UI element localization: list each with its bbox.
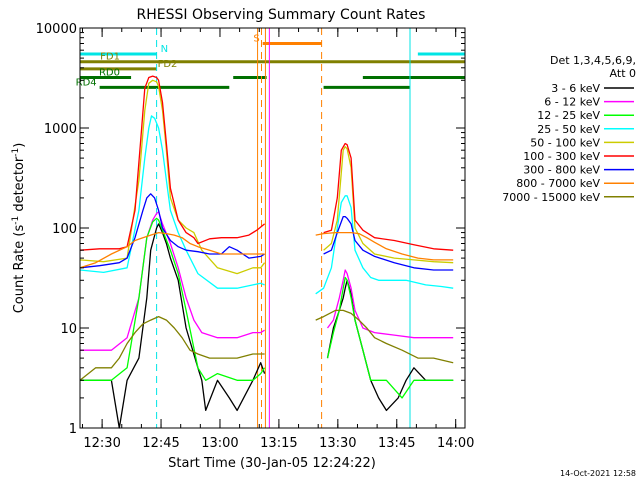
x-tick-label: 13:00 bbox=[201, 436, 238, 451]
legend-label: 7000 - 15000 keV bbox=[502, 191, 600, 204]
series-layer bbox=[80, 76, 453, 428]
x-tick-label: 13:15 bbox=[260, 436, 297, 451]
x-tick-label: 14:00 bbox=[437, 436, 474, 451]
x-axis-label: Start Time (30-Jan-05 12:24:22) bbox=[168, 456, 376, 471]
series-line bbox=[80, 310, 453, 380]
x-tick-label: 13:30 bbox=[319, 436, 356, 451]
x-tick-label: 12:30 bbox=[83, 436, 120, 451]
flag-label: FD2 bbox=[158, 59, 178, 70]
y-tick-label: 1 bbox=[69, 422, 77, 437]
x-tick-label: 12:45 bbox=[142, 436, 179, 451]
legend-label: 300 - 800 keV bbox=[523, 164, 600, 177]
flag-label: N bbox=[161, 44, 168, 55]
footer-timestamp: 14-Oct-2021 12:58 bbox=[560, 469, 636, 478]
x-tick-label: 13:45 bbox=[378, 436, 415, 451]
legend-label: 800 - 7000 keV bbox=[516, 177, 600, 190]
y-tick-label: 100 bbox=[52, 222, 77, 237]
y-tick-label: 1000 bbox=[44, 122, 77, 137]
series-line bbox=[80, 80, 453, 273]
legend-header-line-1: Det 1,3,4,5,6,9, bbox=[550, 54, 636, 67]
flag-label: RD0 bbox=[99, 67, 120, 78]
chart-title: RHESSI Observing Summary Count Rates bbox=[137, 7, 426, 23]
flag-label: S bbox=[253, 33, 259, 44]
flag-label: RD4 bbox=[76, 77, 97, 88]
legend-label: 50 - 100 keV bbox=[530, 136, 600, 149]
legend-label: 12 - 25 keV bbox=[537, 109, 600, 122]
legend-header-line-2: Att 0 bbox=[610, 67, 636, 80]
y-axis-label: Count Rate (s-1 detector-1) bbox=[11, 143, 27, 314]
y-axis: 1 10 100 1000 10000 bbox=[36, 22, 465, 437]
count-rate-chart: RHESSI Observing Summary Count Rates N FD… bbox=[0, 0, 640, 480]
legend-label: 3 - 6 keV bbox=[551, 82, 600, 95]
x-axis: 12:30 12:45 13:00 13:15 13:30 13:45 14:00 bbox=[82, 28, 474, 451]
series-line bbox=[80, 233, 453, 268]
legend-label: 100 - 300 keV bbox=[523, 150, 600, 163]
y-tick-label: 10000 bbox=[36, 22, 77, 37]
y-tick-label: 10 bbox=[60, 322, 77, 337]
series-line bbox=[80, 224, 453, 428]
legend-label: 6 - 12 keV bbox=[544, 96, 600, 109]
legend-label: 25 - 50 keV bbox=[537, 123, 600, 136]
flag-label: FD1 bbox=[100, 52, 120, 63]
